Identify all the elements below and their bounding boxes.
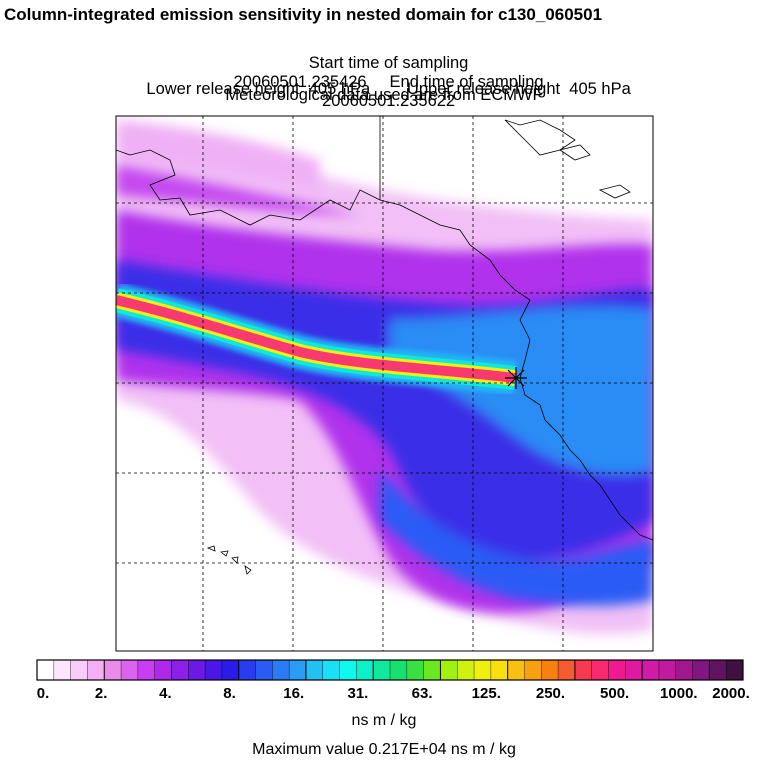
colorbar-segment (709, 660, 727, 680)
colorbar-segment (658, 660, 677, 680)
colorbar-segment (457, 660, 475, 680)
colorbar-segment (406, 660, 425, 680)
colorbar-label: 125. (471, 685, 501, 702)
colorbar-label: 0. (36, 685, 50, 702)
colorbar-segment (608, 660, 626, 680)
graticule (116, 116, 653, 651)
colorbar-segment (591, 660, 610, 680)
colorbar-segment (322, 660, 341, 680)
colorbar-label: 500. (600, 685, 630, 702)
colorbar-frame (36, 659, 744, 681)
colorbar-label: 1000. (660, 685, 698, 702)
colorbar-segment (188, 660, 206, 680)
colorbar-segment (87, 660, 105, 680)
start-time-label: Start time of sampling (308, 54, 469, 72)
colorbar-segment (255, 660, 273, 680)
colorbar-segment (356, 660, 374, 680)
colorbar-segments (37, 660, 744, 680)
colorbar-label: 8. (223, 685, 236, 702)
colorbar-segment (726, 660, 744, 680)
colorbar-segment (692, 660, 710, 680)
colorbar-segment (289, 660, 307, 680)
colorbar-segment (53, 660, 72, 680)
colorbar-label: 4. (159, 685, 172, 702)
colorbar-segment (373, 660, 391, 680)
colorbar-segment (37, 660, 55, 680)
colorbar-segment (305, 660, 324, 680)
colorbar-segment (339, 660, 357, 680)
colorbar-ticks (53, 660, 727, 680)
colorbar-segment (205, 660, 223, 680)
start-time-value: 20060501.235426 (233, 73, 367, 91)
colorbar-segment (524, 660, 542, 680)
colorbar-segment (507, 660, 525, 680)
plot-title: Column-integrated emission sensitivity i… (4, 5, 603, 24)
colorbar-segment (154, 660, 172, 680)
colorbar-segment (390, 660, 408, 680)
colorbar-label: 250. (535, 685, 566, 702)
colorbar-segment (474, 660, 492, 680)
upper-release-value: 405 hPa (569, 80, 631, 98)
lower-release-label: Lower release height (146, 80, 300, 98)
colorbar-segment (541, 660, 559, 680)
met-data-note: Meteorological data used are from ECMWF (225, 86, 543, 104)
colorbar-segment (171, 660, 189, 680)
colorbar-label: 63. (411, 685, 433, 702)
coastlines (116, 116, 653, 575)
colorbar-label: 2. (94, 685, 108, 702)
release-heights: Lower release height 405 hPa Upper relea… (0, 61, 768, 99)
colorbar-segment (675, 660, 694, 680)
colorbar-segment (272, 660, 290, 680)
map-frame (115, 115, 654, 652)
colorbar-segment (238, 660, 257, 680)
colorbar-segment (423, 660, 441, 680)
sensitivity-plume (116, 283, 517, 395)
colorbar-segment (104, 660, 122, 680)
end-time-value: 20060501.235622 (322, 92, 456, 110)
colorbar-label: 16. (283, 685, 305, 702)
colorbar-segment (490, 660, 509, 680)
colorbar-label: 2000. (712, 685, 750, 702)
colorbar-segment (440, 660, 458, 680)
maximum-value: Maximum value 0.217E+04 ns m / kg (252, 741, 516, 758)
colorbar-segment (137, 660, 156, 680)
end-time-label: End time of sampling (389, 73, 544, 91)
sampling-times: Start time of sampling 20060501.235426 E… (0, 35, 768, 111)
colorbar-segment (558, 660, 576, 680)
colorbar-segment (642, 660, 660, 680)
receptor-marker-icon (505, 367, 527, 389)
colorbar-segment (574, 660, 593, 680)
colorbar-segment (221, 660, 240, 680)
colorbar-segment (625, 660, 643, 680)
upper-release-label: Upper release height (406, 80, 561, 98)
colorbar-segment (70, 660, 88, 680)
colorbar-segment (121, 660, 139, 680)
lower-release-value: 405 hPa (308, 80, 371, 98)
colorbar-unit: ns m / kg (351, 712, 417, 729)
colorbar-label: 31. (347, 685, 369, 702)
